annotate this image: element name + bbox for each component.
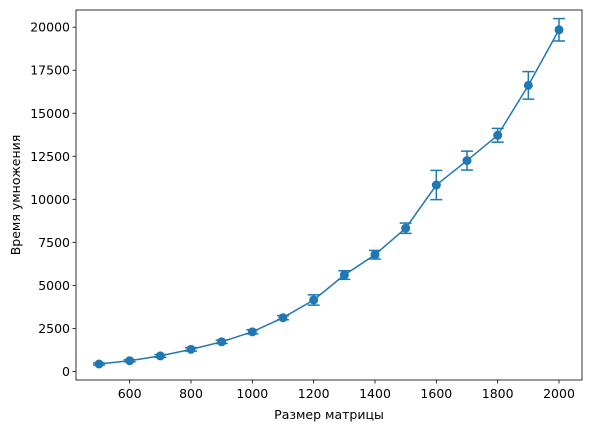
y-tick-label: 10000 [30, 192, 70, 207]
x-tick-label: 1600 [420, 386, 452, 401]
x-axis: 600 800 1000 1200 1400 1600 1800 2000 [118, 380, 575, 401]
x-tick-label: 2000 [543, 386, 575, 401]
data-point [278, 313, 288, 323]
x-tick-label: 600 [118, 386, 142, 401]
x-tick-label: 1800 [482, 386, 514, 401]
data-point [339, 270, 349, 280]
data-point [554, 25, 564, 35]
data-point [462, 156, 472, 166]
data-point [431, 180, 441, 190]
plot-content [93, 17, 565, 369]
y-axis: 0 2500 5000 7500 10000 12500 15000 17500 20000 [30, 20, 76, 379]
x-tick-label: 1400 [359, 386, 391, 401]
data-point [493, 130, 503, 140]
y-tick-label: 15000 [30, 106, 70, 121]
x-tick-label: 1200 [298, 386, 330, 401]
y-tick-label: 0 [62, 364, 70, 379]
data-point [523, 80, 533, 90]
data-point [186, 344, 196, 354]
data-point [401, 223, 411, 233]
y-tick-label: 20000 [30, 20, 70, 35]
y-tick-label: 12500 [30, 149, 70, 164]
data-point [309, 295, 319, 305]
data-point [125, 356, 135, 366]
y-tick-label: 5000 [38, 278, 70, 293]
y-axis-label: Время умножения [8, 135, 23, 256]
y-tick-label: 7500 [38, 235, 70, 250]
data-point [217, 337, 227, 347]
data-point [94, 359, 104, 369]
plot-frame [75, 9, 583, 381]
x-tick-label: 1000 [236, 386, 268, 401]
x-tick-label: 800 [179, 386, 203, 401]
data-point [370, 250, 380, 260]
data-point [155, 351, 165, 361]
x-axis-label: Размер матрицы [274, 407, 384, 422]
y-tick-label: 17500 [30, 63, 70, 78]
series-line [98, 29, 560, 365]
y-tick-label: 2500 [38, 321, 70, 336]
data-point [247, 327, 257, 337]
